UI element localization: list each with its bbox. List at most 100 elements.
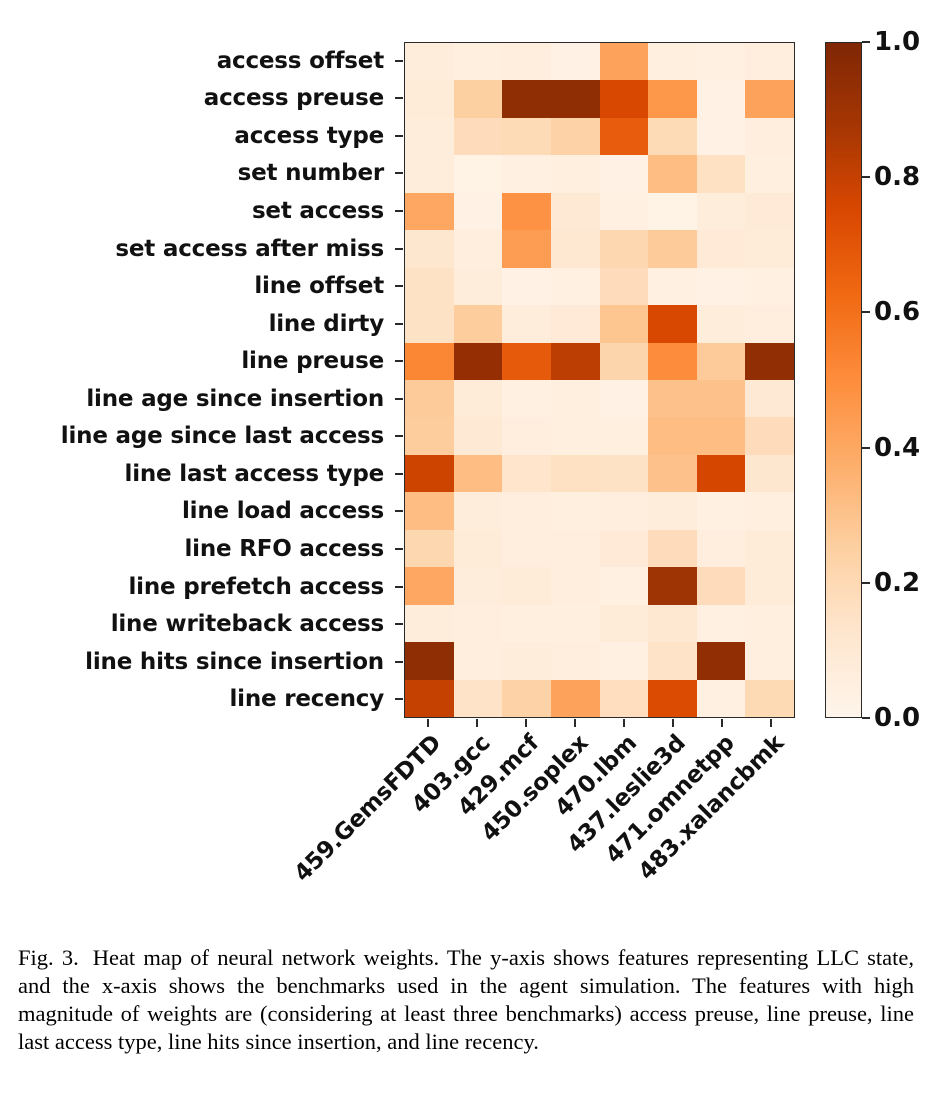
heatmap-cell <box>745 117 794 156</box>
x-axis-tick <box>574 719 577 727</box>
heatmap-cell <box>453 679 503 717</box>
heatmap-cell <box>599 567 649 605</box>
y-axis-tick <box>395 585 403 588</box>
heatmap-cell <box>550 155 600 193</box>
y-axis-tick <box>395 172 403 175</box>
heatmap-cell <box>745 604 794 643</box>
heatmap-cell <box>745 155 794 193</box>
heatmap-cell <box>648 642 697 680</box>
y-axis-label: line prefetch access <box>128 573 384 600</box>
y-axis-label: line last access type <box>124 460 385 487</box>
heatmap-plot <box>404 42 795 718</box>
heatmap-cell <box>453 417 503 455</box>
heatmap-cell <box>550 267 600 306</box>
heatmap-cell <box>453 43 503 81</box>
heatmap-cell <box>550 379 600 418</box>
y-axis-label: line offset <box>254 273 384 300</box>
heatmap-cell <box>599 679 649 717</box>
x-axis-labels: 459.GemsFDTD 403.gcc 429.mcf 450.soplex 470.… <box>290 718 795 898</box>
heatmap-cell <box>502 43 551 81</box>
heatmap-cell <box>453 492 503 530</box>
colorbar <box>825 42 862 718</box>
y-axis-tick <box>395 435 403 438</box>
heatmap-cell <box>599 267 649 306</box>
heatmap-cell <box>405 43 454 81</box>
heatmap-cell <box>696 43 746 81</box>
y-axis-tick <box>395 59 403 62</box>
y-axis-tick <box>395 285 403 288</box>
heatmap-cell <box>405 305 454 343</box>
colorbar-tick <box>862 581 870 584</box>
y-axis-label: set number <box>237 160 385 187</box>
y-axis-label: line age since last access <box>60 423 384 450</box>
y-axis-tick <box>395 698 403 701</box>
heatmap-cell <box>550 43 600 81</box>
heatmap-cell <box>502 417 551 455</box>
y-axis-label: line dirty <box>268 310 385 337</box>
heatmap-cell <box>550 230 600 268</box>
heatmap-cell <box>648 117 697 156</box>
heatmap-cell <box>599 155 649 193</box>
heatmap-cell <box>648 192 697 231</box>
heatmap-cell <box>745 454 794 493</box>
heatmap-cell <box>696 417 746 455</box>
heatmap-cell <box>745 379 794 418</box>
heatmap-cell <box>405 567 454 605</box>
heatmap-cell <box>745 305 794 343</box>
heatmap-cell <box>696 529 746 568</box>
heatmap-cell <box>648 379 697 418</box>
heatmap-cell <box>502 342 551 380</box>
heatmap-cell <box>696 454 746 493</box>
y-axis-label: line load access <box>182 498 384 525</box>
heatmap-cell <box>502 230 551 268</box>
heatmap-cell <box>550 305 600 343</box>
heatmap-cell <box>550 342 600 380</box>
heatmap-grid <box>405 43 794 717</box>
heatmap-cell <box>648 567 697 605</box>
heatmap-cell <box>599 43 649 81</box>
heatmap-cell <box>648 492 697 530</box>
colorbar-tick-label: 0.4 <box>874 432 921 463</box>
heatmap-cell <box>648 454 697 493</box>
heatmap-cell <box>599 192 649 231</box>
heatmap-cell <box>648 604 697 643</box>
heatmap-cell <box>599 230 649 268</box>
heatmap-cell <box>696 492 746 530</box>
y-axis-label: line age since insertion <box>86 385 384 412</box>
heatmap-cell <box>696 267 746 306</box>
heatmap-cell <box>550 642 600 680</box>
heatmap-cell <box>599 379 649 418</box>
heatmap-cell <box>648 342 697 380</box>
heatmap-cell <box>696 192 746 231</box>
heatmap-cell <box>550 567 600 605</box>
heatmap-cell <box>696 679 746 717</box>
y-axis-label: access offset <box>216 47 384 74</box>
heatmap-cell <box>405 155 454 193</box>
heatmap-cell <box>502 567 551 605</box>
y-axis-label: set access <box>251 198 384 224</box>
heatmap-cell <box>502 192 551 231</box>
heatmap-cell <box>405 679 454 717</box>
heatmap-cell <box>696 155 746 193</box>
y-axis-labels: access offset access preuse access type set… <box>0 42 394 718</box>
heatmap-cell <box>648 529 697 568</box>
y-axis-tick <box>395 472 403 475</box>
colorbar-tick-label: 0.8 <box>874 162 921 193</box>
heatmap-cell <box>453 155 503 193</box>
colorbar-tick <box>862 176 870 179</box>
y-axis-tick <box>395 322 403 325</box>
y-axis-tick <box>395 134 403 137</box>
heatmap-cell <box>696 567 746 605</box>
colorbar-tick <box>862 446 870 449</box>
heatmap-cell <box>405 230 454 268</box>
heatmap-cell <box>405 192 454 231</box>
colorbar-tick-label: 0.6 <box>874 297 921 328</box>
y-axis-tick <box>395 97 403 100</box>
heatmap-cell <box>599 492 649 530</box>
heatmap-cell <box>696 305 746 343</box>
heatmap-cell <box>550 417 600 455</box>
y-axis-label: line recency <box>229 686 384 713</box>
heatmap-cell <box>502 679 551 717</box>
heatmap-cell <box>599 80 649 118</box>
